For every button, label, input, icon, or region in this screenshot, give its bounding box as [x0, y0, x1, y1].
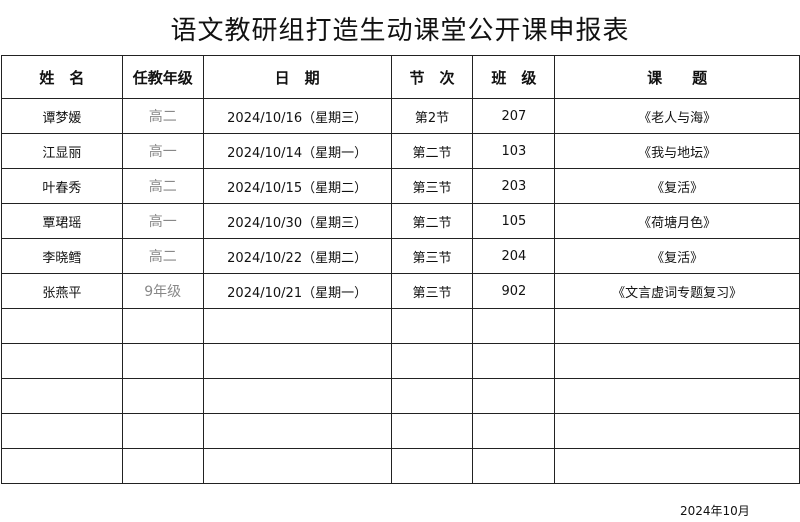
cell-date[interactable]: 2024/10/15（星期二） — [202, 168, 392, 204]
empty-cell[interactable] — [1, 448, 123, 484]
cell-grade[interactable]: 高一 — [121, 133, 204, 169]
empty-cell[interactable] — [1, 308, 123, 344]
empty-cell[interactable] — [202, 343, 392, 379]
empty-cell[interactable] — [121, 448, 204, 484]
application-table: 姓 名 任教年级 日 期 节 次 班 级 课 题 谭梦媛 高二 2024/10/16… — [1, 55, 800, 484]
empty-cell[interactable] — [554, 448, 800, 484]
empty-cell[interactable] — [390, 343, 474, 379]
empty-cell[interactable] — [202, 308, 392, 344]
cell-grade[interactable]: 高二 — [121, 168, 204, 204]
empty-cell[interactable] — [1, 378, 123, 414]
table-row: 李晓鳕 高二 2024/10/22（星期二） 第三节 204 《复活》 — [1, 238, 800, 274]
cell-grade[interactable]: 高一 — [121, 203, 204, 239]
footer-date: 2024年10月 — [680, 504, 750, 518]
cell-name[interactable]: 江显丽 — [1, 133, 123, 169]
empty-cell[interactable] — [202, 378, 392, 414]
header-date: 日 期 — [202, 55, 392, 99]
header-topic: 课 题 — [554, 55, 800, 99]
empty-row — [1, 413, 800, 449]
empty-cell[interactable] — [554, 378, 800, 414]
empty-cell[interactable] — [121, 378, 204, 414]
cell-class[interactable]: 207 — [472, 98, 556, 134]
header-grade: 任教年级 — [121, 55, 204, 99]
empty-cell[interactable] — [472, 413, 556, 449]
cell-date[interactable]: 2024/10/21（星期一） — [202, 273, 392, 309]
empty-cell[interactable] — [390, 448, 474, 484]
cell-class[interactable]: 203 — [472, 168, 556, 204]
table-row: 覃珺瑶 高一 2024/10/30（星期三） 第二节 105 《荷塘月色》 — [1, 203, 800, 239]
empty-cell[interactable] — [472, 308, 556, 344]
cell-topic[interactable]: 《荷塘月色》 — [554, 203, 800, 239]
empty-cell[interactable] — [1, 413, 123, 449]
empty-cell[interactable] — [554, 343, 800, 379]
cell-period[interactable]: 第二节 — [390, 133, 474, 169]
empty-row — [1, 343, 800, 379]
cell-topic[interactable]: 《复活》 — [554, 168, 800, 204]
cell-grade[interactable]: 高二 — [121, 98, 204, 134]
cell-class[interactable]: 902 — [472, 273, 556, 309]
cell-date[interactable]: 2024/10/22（星期二） — [202, 238, 392, 274]
cell-period[interactable]: 第三节 — [390, 238, 474, 274]
cell-topic[interactable]: 《老人与海》 — [554, 98, 800, 134]
cell-topic[interactable]: 《我与地坛》 — [554, 133, 800, 169]
empty-cell[interactable] — [472, 343, 556, 379]
empty-cell[interactable] — [390, 378, 474, 414]
cell-name[interactable]: 覃珺瑶 — [1, 203, 123, 239]
cell-class[interactable]: 103 — [472, 133, 556, 169]
header-row: 姓 名 任教年级 日 期 节 次 班 级 课 题 — [1, 55, 800, 99]
empty-cell[interactable] — [1, 343, 123, 379]
table-row: 张燕平 9年级 2024/10/21（星期一） 第三节 902 《文言虚词专题复习》 — [1, 273, 800, 309]
empty-cell[interactable] — [472, 378, 556, 414]
cell-grade[interactable]: 高二 — [121, 238, 204, 274]
cell-name[interactable]: 叶春秀 — [1, 168, 123, 204]
empty-cell[interactable] — [554, 413, 800, 449]
cell-period[interactable]: 第二节 — [390, 203, 474, 239]
table-row: 江显丽 高一 2024/10/14（星期一） 第二节 103 《我与地坛》 — [1, 133, 800, 169]
cell-period[interactable]: 第三节 — [390, 168, 474, 204]
cell-class[interactable]: 105 — [472, 203, 556, 239]
cell-name[interactable]: 李晓鳕 — [1, 238, 123, 274]
header-name: 姓 名 — [1, 55, 123, 99]
cell-period[interactable]: 第2节 — [390, 98, 474, 134]
empty-cell[interactable] — [202, 448, 392, 484]
cell-date[interactable]: 2024/10/16（星期三） — [202, 98, 392, 134]
page-title: 语文教研组打造生动课堂公开课申报表 — [170, 16, 630, 46]
cell-topic[interactable]: 《复活》 — [554, 238, 800, 274]
cell-name[interactable]: 谭梦媛 — [1, 98, 123, 134]
cell-period[interactable]: 第三节 — [390, 273, 474, 309]
empty-row — [1, 378, 800, 414]
cell-date[interactable]: 2024/10/14（星期一） — [202, 133, 392, 169]
header-class: 班 级 — [472, 55, 556, 99]
header-period: 节 次 — [390, 55, 474, 99]
table-row: 叶春秀 高二 2024/10/15（星期二） 第三节 203 《复活》 — [1, 168, 800, 204]
empty-cell[interactable] — [472, 448, 556, 484]
empty-cell[interactable] — [121, 308, 204, 344]
empty-row — [1, 308, 800, 344]
empty-cell[interactable] — [390, 413, 474, 449]
empty-row — [1, 448, 800, 484]
empty-cell[interactable] — [202, 413, 392, 449]
cell-grade[interactable]: 9年级 — [121, 273, 204, 309]
empty-cell[interactable] — [554, 308, 800, 344]
cell-date[interactable]: 2024/10/30（星期三） — [202, 203, 392, 239]
empty-cell[interactable] — [390, 308, 474, 344]
cell-topic[interactable]: 《文言虚词专题复习》 — [554, 273, 800, 309]
table-row: 谭梦媛 高二 2024/10/16（星期三） 第2节 207 《老人与海》 — [1, 98, 800, 134]
cell-class[interactable]: 204 — [472, 238, 556, 274]
empty-cell[interactable] — [121, 343, 204, 379]
empty-cell[interactable] — [121, 413, 204, 449]
cell-name[interactable]: 张燕平 — [1, 273, 123, 309]
